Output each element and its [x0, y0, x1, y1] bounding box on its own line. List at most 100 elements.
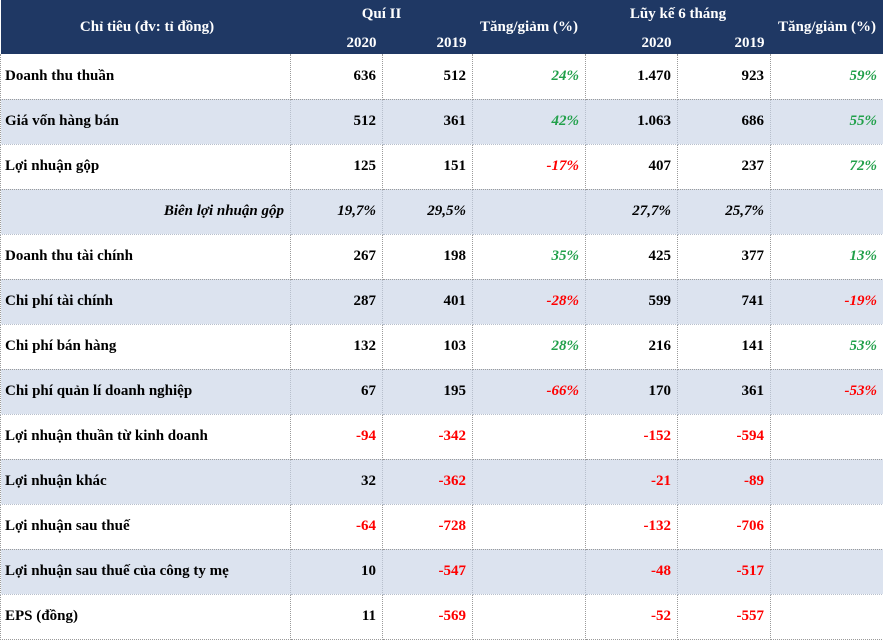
- table-row: Biên lợi nhuận gộp 19,7% 29,5% 27,7% 25,7%: [0, 189, 883, 235]
- row-label: Lợi nhuận thuần từ kinh doanh: [0, 414, 291, 460]
- ytd-2020-cell: 216: [585, 324, 679, 370]
- ytd-2020-cell: 1.063: [585, 99, 679, 145]
- table-body: Doanh thu thuần 636 512 24% 1.470 923 59% Giá v…: [0, 54, 883, 640]
- table-row: Lợi nhuận gộp 125 151 -17% 407 237 72%: [0, 144, 883, 190]
- q2-change-cell: 24%: [472, 54, 587, 100]
- q2-2019-cell: -569: [382, 594, 474, 640]
- ytd-2020-cell: 1.470: [585, 54, 679, 100]
- q2-change-cell: [472, 459, 587, 505]
- ytd-change-cell: [770, 459, 883, 505]
- ytd-2019-cell: 25,7%: [677, 189, 772, 235]
- q2-2019-cell: 401: [382, 279, 474, 325]
- ytd-2019-header: 2019: [677, 29, 771, 54]
- table-row: Chi phí tài chính 287 401 -28% 599 741 -19%: [0, 279, 883, 325]
- ytd-change-cell: [770, 504, 883, 550]
- ytd-2020-cell: -132: [585, 504, 679, 550]
- q2-2019-cell: 103: [382, 324, 474, 370]
- ytd-change-cell: -19%: [770, 279, 883, 325]
- q2-2019-cell: -547: [382, 549, 474, 595]
- ytd-change-cell: [770, 189, 883, 235]
- q2-2019-cell: 195: [382, 369, 474, 415]
- ytd-2020-cell: 27,7%: [585, 189, 679, 235]
- table-row: Lợi nhuận sau thuế -64 -728 -132 -706: [0, 504, 883, 550]
- q2-change-cell: [472, 504, 587, 550]
- q2-change-cell: [472, 549, 587, 595]
- ytd-2020-cell: 170: [585, 369, 679, 415]
- q2-2019-cell: 151: [382, 144, 474, 190]
- ytd-2020-cell: -152: [585, 414, 679, 460]
- row-label: Lợi nhuận gộp: [0, 144, 291, 190]
- ytd-change-cell: [770, 414, 883, 460]
- row-label: Doanh thu thuần: [0, 54, 291, 100]
- table-row: Lợi nhuận sau thuế của công ty mẹ 10 -547 -…: [0, 549, 883, 595]
- ytd-change-cell: 13%: [770, 234, 883, 280]
- row-label: Doanh thu tài chính: [0, 234, 291, 280]
- q2-group-header: Quí II: [290, 0, 473, 29]
- ytd-2019-cell: 923: [677, 54, 772, 100]
- ytd-2020-cell: -21: [585, 459, 679, 505]
- q2-2020-cell: 125: [290, 144, 383, 190]
- ytd-2019-cell: -557: [677, 594, 772, 640]
- table-row: Doanh thu tài chính 267 198 35% 425 377 13%: [0, 234, 883, 280]
- ytd-2019-cell: 141: [677, 324, 772, 370]
- row-label: Biên lợi nhuận gộp: [0, 189, 291, 235]
- q2-change-cell: [472, 414, 587, 460]
- ytd-change-cell: [770, 549, 883, 595]
- q2-2019-cell: 361: [382, 99, 474, 145]
- ytd-change-cell: 59%: [770, 54, 883, 100]
- row-label: Lợi nhuận khác: [0, 459, 291, 505]
- q2-2020-cell: 11: [290, 594, 383, 640]
- q2-2020-cell: 67: [290, 369, 383, 415]
- table-row: Giá vốn hàng bán 512 361 42% 1.063 686 55%: [0, 99, 883, 145]
- q2-change-cell: -17%: [472, 144, 587, 190]
- ytd-2020-header: 2020: [585, 29, 678, 54]
- ytd-change-cell: 55%: [770, 99, 883, 145]
- q2-2020-cell: 132: [290, 324, 383, 370]
- q2-2020-cell: 10: [290, 549, 383, 595]
- q2-2020-header: 2020: [290, 29, 383, 54]
- q2-change-cell: 42%: [472, 99, 587, 145]
- ytd-2019-cell: -706: [677, 504, 772, 550]
- q2-change-cell: [472, 594, 587, 640]
- table-row: Lợi nhuận khác 32 -362 -21 -89: [0, 459, 883, 505]
- ytd-change-cell: [770, 594, 883, 640]
- ytd-2019-cell: 686: [677, 99, 772, 145]
- q2-change-cell: 35%: [472, 234, 587, 280]
- ytd-2020-cell: 599: [585, 279, 679, 325]
- row-label: EPS (đồng): [0, 594, 291, 640]
- ytd-2019-cell: 377: [677, 234, 772, 280]
- q2-2020-cell: 512: [290, 99, 383, 145]
- q2-2020-cell: 636: [290, 54, 383, 100]
- ytd-change-header: Tăng/giảm (%): [770, 0, 883, 54]
- indicator-header: Chỉ tiêu (đv: tỉ đồng): [0, 0, 291, 54]
- row-label: Chi phí bán hàng: [0, 324, 291, 370]
- table-row: Lợi nhuận thuần từ kinh doanh -94 -342 -152…: [0, 414, 883, 460]
- q2-change-header: Tăng/giảm (%): [472, 0, 586, 54]
- table-header: Chỉ tiêu (đv: tỉ đồng) Quí II Tăng/giảm …: [0, 0, 883, 54]
- ytd-2020-cell: -48: [585, 549, 679, 595]
- q2-2019-cell: 29,5%: [382, 189, 474, 235]
- ytd-2019-cell: -89: [677, 459, 772, 505]
- ytd-2020-cell: 407: [585, 144, 679, 190]
- q2-2019-cell: -342: [382, 414, 474, 460]
- q2-2020-cell: 19,7%: [290, 189, 383, 235]
- q2-change-cell: -28%: [472, 279, 587, 325]
- ytd-2020-cell: 425: [585, 234, 679, 280]
- q2-2019-cell: 198: [382, 234, 474, 280]
- q2-2020-cell: 287: [290, 279, 383, 325]
- ytd-change-cell: 53%: [770, 324, 883, 370]
- ytd-2019-cell: 237: [677, 144, 772, 190]
- row-label: Chi phí tài chính: [0, 279, 291, 325]
- q2-change-cell: [472, 189, 587, 235]
- table-row: Chi phí quản lí doanh nghiệp 67 195 -66% 170…: [0, 369, 883, 415]
- q2-2020-cell: -94: [290, 414, 383, 460]
- q2-2019-header: 2019: [382, 29, 473, 54]
- ytd-2019-cell: 361: [677, 369, 772, 415]
- q2-change-cell: 28%: [472, 324, 587, 370]
- row-label: Giá vốn hàng bán: [0, 99, 291, 145]
- ytd-group-header: Lũy kế 6 tháng: [585, 0, 771, 29]
- q2-change-cell: -66%: [472, 369, 587, 415]
- ytd-change-cell: -53%: [770, 369, 883, 415]
- q2-2019-cell: -728: [382, 504, 474, 550]
